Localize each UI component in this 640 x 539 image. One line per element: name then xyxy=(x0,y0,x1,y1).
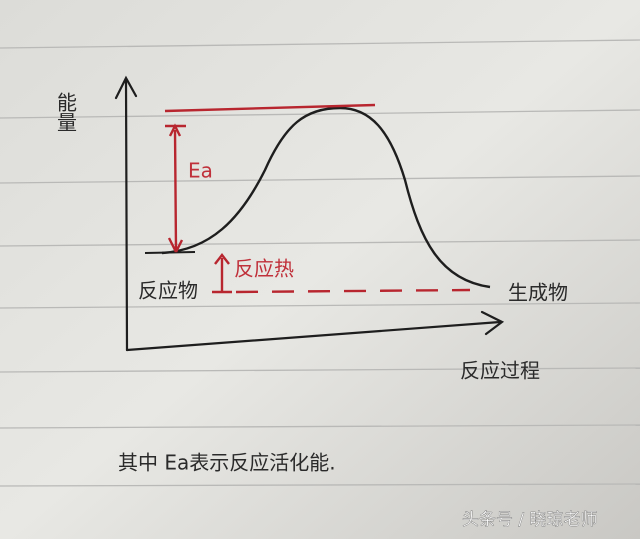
ea-label: Ea xyxy=(188,159,213,183)
axes xyxy=(114,75,505,352)
ruled-lines xyxy=(0,39,640,487)
caption: 其中 Ea表示反应活化能. xyxy=(118,451,336,475)
annotations xyxy=(164,103,471,294)
products-label: 生成物 xyxy=(508,281,568,305)
x-axis-label: 反应过程 xyxy=(460,359,540,383)
watermark: 头条号 / 晓琼老师 xyxy=(462,510,598,530)
energy-curve xyxy=(161,106,491,289)
heat-label: 反应热 xyxy=(234,257,294,281)
reactant-level xyxy=(144,251,196,254)
y-axis-label: 能量 xyxy=(54,92,78,132)
reactants-label: 反应物 xyxy=(138,279,198,303)
